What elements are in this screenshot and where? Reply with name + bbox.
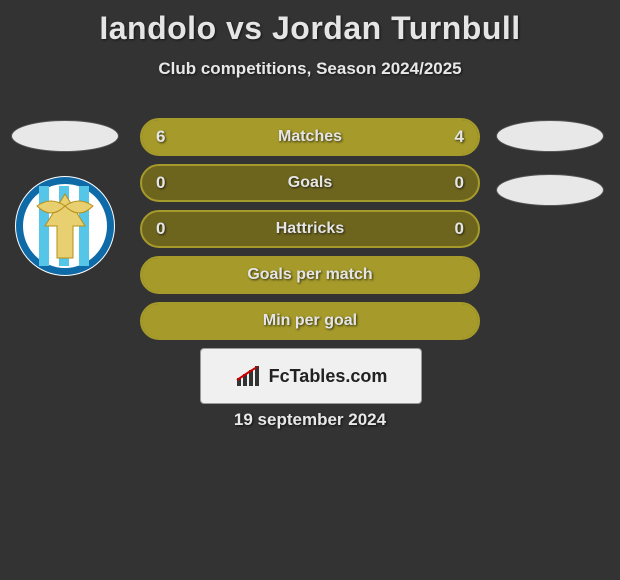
bar-value-left: 6	[156, 120, 165, 154]
right-player-column	[490, 120, 610, 206]
comparison-card: Iandolo vs Jordan Turnbull Club competit…	[0, 0, 620, 580]
source-logo[interactable]: FcTables.com	[200, 348, 422, 404]
right-player-club-badge-placeholder	[496, 174, 604, 206]
left-player-column	[5, 120, 125, 276]
bar-label: Hattricks	[142, 212, 478, 246]
generated-date: 19 september 2024	[0, 410, 620, 430]
stat-bar: Hattricks0 0	[140, 210, 480, 248]
stat-bar: Matches6 4	[140, 118, 480, 156]
page-title: Iandolo vs Jordan Turnbull	[0, 0, 620, 47]
right-player-avatar-placeholder	[496, 120, 604, 152]
stat-bar: Goals0 0	[140, 164, 480, 202]
club-crest-icon	[15, 176, 115, 276]
bar-value-right: 0	[455, 166, 464, 200]
subtitle: Club competitions, Season 2024/2025	[0, 59, 620, 79]
bar-label: Goals per match	[142, 258, 478, 292]
bar-value-left: 0	[156, 166, 165, 200]
bar-label: Matches	[142, 120, 478, 154]
barchart-icon	[235, 364, 263, 388]
left-player-avatar-placeholder	[11, 120, 119, 152]
bar-label: Min per goal	[142, 304, 478, 338]
bar-label: Goals	[142, 166, 478, 200]
bar-value-right: 0	[455, 212, 464, 246]
bar-value-right: 4	[455, 120, 464, 154]
stat-bar: Min per goal	[140, 302, 480, 340]
left-player-club-badge	[15, 176, 115, 276]
stat-bar: Goals per match	[140, 256, 480, 294]
bar-value-left: 0	[156, 212, 165, 246]
stat-bars: Matches64Goals00Hattricks00Goals per mat…	[140, 118, 480, 340]
source-logo-text: FcTables.com	[269, 366, 388, 387]
